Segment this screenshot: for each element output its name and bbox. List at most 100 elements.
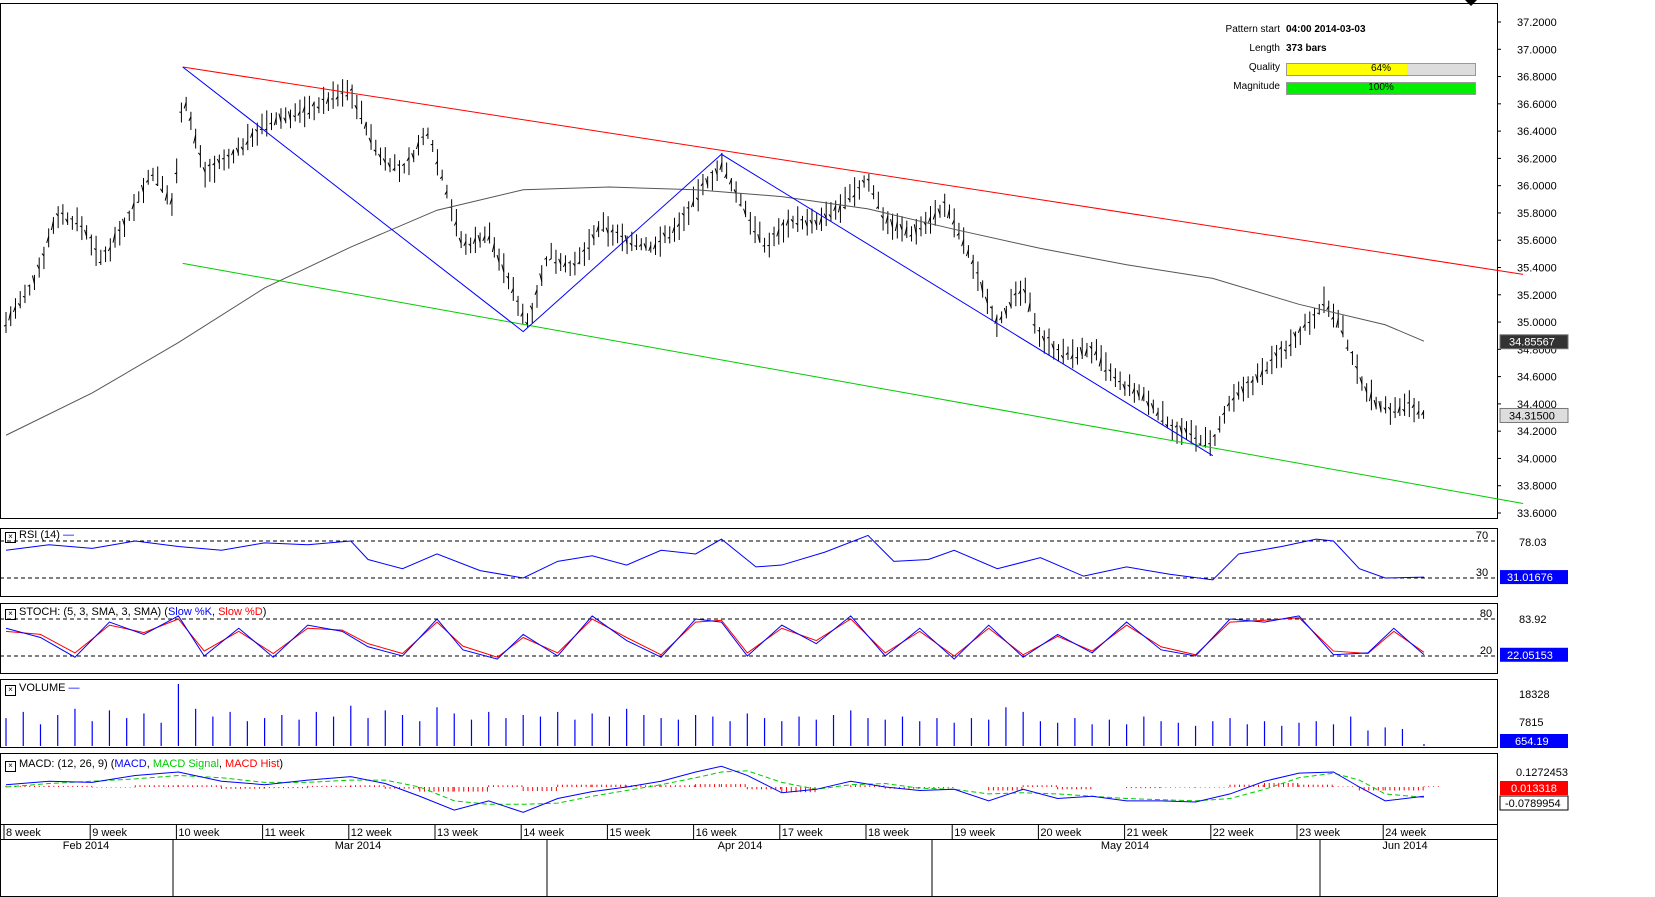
price-bar-open	[453, 221, 457, 226]
price-bar-open	[506, 275, 509, 279]
price-bar-open	[22, 295, 26, 298]
price-tick-label: 37.0000	[1517, 44, 1557, 56]
price-bar-open	[638, 243, 642, 247]
price-bar-open	[387, 162, 391, 168]
macd-close-icon[interactable]: ×	[5, 761, 16, 772]
length-value: 373 bars	[1286, 43, 1327, 54]
time-axis-frame	[0, 824, 1498, 897]
stoch-d-line	[5, 617, 1425, 658]
price-tick-label: 34.0000	[1517, 453, 1557, 465]
price-bar-open	[700, 182, 704, 187]
price-bar-open	[1283, 349, 1287, 352]
price-bar-open	[1084, 348, 1088, 357]
stoch-k-line	[5, 615, 1425, 660]
price-bar-open	[254, 129, 258, 132]
price-bar-open	[188, 116, 192, 122]
price-bar-open	[847, 197, 851, 201]
price-bar-open	[226, 154, 230, 158]
stoch-title: × STOCH: (5, 3, SMA, 3, SMA) (Slow %K, Sl…	[5, 606, 266, 620]
price-bar-open	[1141, 393, 1145, 401]
volume-close-icon[interactable]: ×	[5, 685, 16, 696]
rsi-current-box	[1500, 570, 1568, 585]
price-bar-open	[890, 218, 894, 228]
price-bar-open	[572, 262, 576, 267]
price-tick-label: 35.2000	[1517, 290, 1557, 302]
price-bar-open	[643, 243, 647, 250]
week-label: 12 week	[351, 827, 392, 839]
price-tick-label: 35.8000	[1517, 208, 1557, 220]
price-bar-open	[411, 152, 415, 160]
pattern-start-value: 04:00 2014-03-03	[1286, 24, 1366, 35]
price-bar-open	[913, 224, 917, 235]
stoch-level-label: 20	[1480, 645, 1492, 657]
price-bar-open	[1226, 402, 1230, 407]
stoch-close-icon[interactable]: ×	[5, 609, 16, 620]
macd-sep-1: ,	[146, 758, 153, 770]
price-bar-open	[1373, 400, 1377, 409]
price-bar-open	[1212, 434, 1216, 437]
price-bar-open	[918, 227, 922, 230]
price-bar-open	[1070, 354, 1074, 360]
price-bar-open	[1122, 383, 1126, 390]
price-bar-open	[368, 137, 372, 144]
macd-axis-label: 0.1272453	[1516, 767, 1568, 779]
pattern-start-label: Pattern start	[1225, 24, 1280, 35]
price-bar-open	[406, 157, 410, 162]
price-bar-open	[1293, 332, 1297, 338]
time-axis: 8 week 9 week 10 week 11 week 12 week 13 week…	[3, 824, 1428, 897]
price-bar-open	[587, 247, 590, 250]
price-current-label: 34.31500	[1509, 410, 1555, 422]
stoch-plot: 80 20 83.92 22.05153	[0, 608, 1568, 662]
support-line	[182, 262, 1524, 504]
rsi-legend-swatch: —	[63, 529, 75, 541]
price-bar-open	[653, 243, 656, 250]
price-bar-open	[240, 146, 244, 151]
price-bar-open	[909, 234, 912, 237]
price-bar-open	[942, 201, 945, 204]
price-bar-open	[501, 264, 505, 273]
price-bar-open	[145, 179, 149, 183]
price-bar-open	[937, 208, 941, 215]
month-label: Mar 2014	[335, 840, 381, 852]
week-label: 15 week	[609, 827, 650, 839]
price-bar-open	[748, 219, 751, 221]
price-bar-open	[1174, 424, 1178, 428]
volume-legend-swatch: —	[68, 682, 80, 694]
price-tick-label: 36.2000	[1517, 153, 1557, 165]
price-bar-open	[1236, 392, 1240, 397]
price-bar-open	[871, 193, 874, 196]
macd-line	[5, 765, 1425, 813]
price-bar-open	[591, 234, 595, 240]
price-bar-open	[980, 281, 984, 293]
price-bar-open	[197, 152, 201, 156]
price-bar-open	[875, 206, 879, 209]
price-bar-open	[577, 261, 581, 265]
price-bar-open	[785, 219, 789, 226]
price-bar-open	[316, 106, 320, 109]
price-bar-open	[932, 212, 936, 220]
price-bar-open	[1416, 410, 1420, 415]
price-bar-open	[1108, 369, 1111, 372]
price-bar-open	[1165, 423, 1168, 428]
rsi-close-icon[interactable]: ×	[5, 532, 16, 543]
price-bar-open	[1340, 330, 1344, 335]
price-bar-open	[278, 113, 282, 123]
price-bar-open	[681, 212, 685, 216]
price-bar-open	[1387, 406, 1391, 411]
price-bar-open	[1245, 381, 1249, 384]
price-bar-open	[103, 250, 106, 252]
price-bar-open	[463, 241, 467, 247]
scroll-marker-icon	[1465, 0, 1477, 6]
price-bar-open	[174, 172, 177, 175]
price-bar-open	[84, 229, 88, 237]
price-bar-open	[1155, 411, 1159, 417]
price-bar-open	[193, 134, 197, 144]
price-bar-open	[728, 178, 732, 185]
price-bar-open	[354, 104, 358, 110]
price-bar-open	[999, 316, 1003, 321]
price-bar-open	[1098, 357, 1102, 367]
price-bar-open	[818, 217, 822, 225]
price-bar-open	[857, 186, 860, 189]
volume-current-box	[1500, 734, 1568, 748]
price-bar-open	[724, 173, 728, 179]
